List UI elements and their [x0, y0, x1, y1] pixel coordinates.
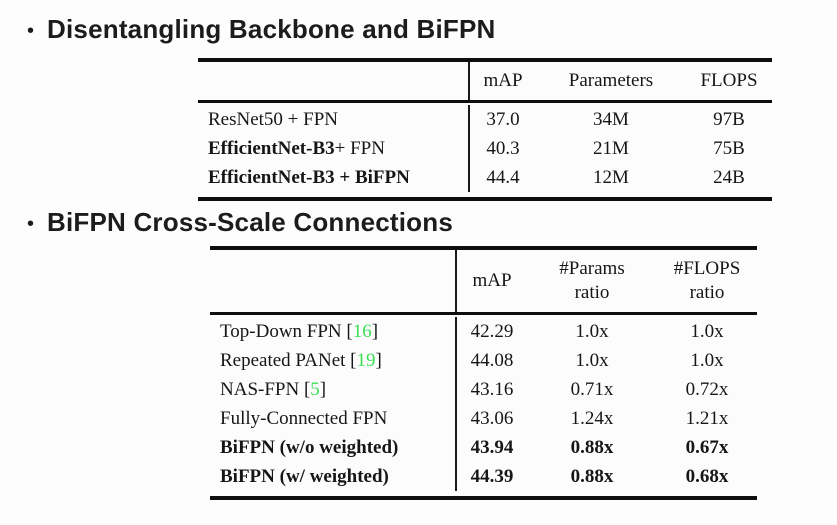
cell-params-ratio: 0.88x [570, 436, 614, 458]
cell-flops: 24B [713, 166, 745, 188]
cell-model-name: EfficientNet-B3 + FPN [198, 134, 468, 163]
backbone-table: mAP Parameters FLOPS ResNet50 + FPN 37.0… [198, 58, 772, 201]
cell-map: 43.06 [455, 404, 527, 433]
header-cell-map: mAP [455, 250, 527, 312]
header-flops-line2: ratio [689, 282, 725, 303]
cell-params-ratio: 1.24x [570, 407, 614, 429]
cell-flops-ratio: 1.0x [690, 349, 724, 371]
cell-map: 44.39 [455, 462, 527, 491]
cell-flops-ratio: 1.0x [690, 320, 724, 342]
citation-bracket: ] [319, 378, 327, 400]
method-name-text: Repeated PANet [ [220, 349, 357, 371]
section-title-backbone: Disentangling Backbone and BiFPN [47, 14, 496, 44]
cell-map: 40.3 [468, 134, 536, 163]
model-name-regular: + FPN [334, 137, 385, 159]
citation-bracket: ] [375, 349, 382, 371]
header-cell-parameters: Parameters [568, 70, 654, 91]
cell-method-name: NAS-FPN [5] [210, 375, 455, 404]
method-name-text: Fully-Connected FPN [220, 407, 388, 429]
cell-map: 43.16 [455, 375, 527, 404]
cell-model-name: EfficientNet-B3 + BiFPN [198, 163, 468, 192]
header-cell-flops: FLOPS [700, 70, 758, 91]
citation-number: 16 [352, 320, 372, 342]
citation-number: 5 [310, 378, 320, 400]
cell-flops-ratio: 0.67x [685, 436, 729, 458]
table-row: Fully-Connected FPN 43.06 1.24x 1.21x [210, 404, 757, 433]
bullet-item-backbone: • Disentangling Backbone and BiFPN [27, 14, 495, 45]
table-row: BiFPN (w/o weighted) 43.94 0.88x 0.67x [210, 433, 757, 462]
header-cell-map: mAP [468, 62, 536, 100]
bullet-icon: • [27, 19, 35, 42]
cell-method-name: BiFPN (w/ weighted) [210, 462, 455, 491]
cell-params-ratio: 0.88x [570, 465, 614, 487]
section-title-connections: BiFPN Cross-Scale Connections [47, 207, 454, 237]
cell-flops-ratio: 0.72x [685, 378, 729, 400]
method-name-text: Top-Down FPN [ [220, 320, 353, 342]
cell-map: 43.94 [455, 433, 527, 462]
header-cell-empty [198, 62, 468, 100]
cell-map: 44.4 [468, 163, 536, 192]
connections-table-header-row: mAP #Params ratio #FLOPS ratio [210, 250, 757, 315]
header-cell-params-ratio: #Params ratio [527, 250, 657, 312]
table-row: NAS-FPN [5] 43.16 0.71x 0.72x [210, 375, 757, 404]
header-params-line1: #Params [559, 258, 625, 279]
backbone-table-header-row: mAP Parameters FLOPS [198, 62, 772, 103]
method-name-text: NAS-FPN [ [220, 378, 311, 400]
table-row: BiFPN (w/ weighted) 44.39 0.88x 0.68x [210, 462, 757, 491]
cell-params-ratio: 1.0x [575, 349, 609, 371]
table-row: EfficientNet-B3 + BiFPN 44.4 12M 24B [198, 163, 772, 192]
header-cell-empty [210, 250, 455, 312]
table-row: ResNet50 + FPN 37.0 34M 97B [198, 105, 772, 134]
bullet-icon: • [27, 212, 35, 235]
cell-params-ratio: 0.71x [570, 378, 614, 400]
connections-table: mAP #Params ratio #FLOPS ratio Top-Down FP… [210, 246, 757, 500]
citation-number: 19 [356, 349, 376, 371]
cell-model-name: ResNet50 + FPN [198, 105, 468, 134]
cell-map: 44.08 [455, 346, 527, 375]
cell-flops: 75B [713, 137, 745, 159]
connections-table-body: Top-Down FPN [16] 42.29 1.0x 1.0x Repeat… [210, 315, 757, 496]
cell-flops-ratio: 1.21x [685, 407, 729, 429]
cell-flops: 97B [713, 108, 745, 130]
cell-method-name: Repeated PANet [19] [210, 346, 455, 375]
cell-map: 42.29 [455, 317, 527, 346]
model-name-regular: ResNet50 + FPN [208, 108, 339, 130]
bullet-item-connections: • BiFPN Cross-Scale Connections [27, 207, 453, 238]
cell-parameters: 34M [593, 108, 629, 130]
table-row: EfficientNet-B3 + FPN 40.3 21M 75B [198, 134, 772, 163]
cell-method-name: Top-Down FPN [16] [210, 317, 455, 346]
cell-parameters: 21M [593, 137, 629, 159]
table-row: Top-Down FPN [16] 42.29 1.0x 1.0x [210, 317, 757, 346]
backbone-table-body: ResNet50 + FPN 37.0 34M 97B EfficientNet… [198, 103, 772, 197]
cell-params-ratio: 1.0x [575, 320, 609, 342]
cell-parameters: 12M [593, 166, 629, 188]
cell-method-name: Fully-Connected FPN [210, 404, 455, 433]
header-params-line2: ratio [574, 282, 610, 303]
model-name-bold: EfficientNet-B3 + BiFPN [208, 166, 410, 188]
method-name-text: BiFPN (w/o weighted) [220, 436, 399, 458]
method-name-text: BiFPN (w/ weighted) [220, 465, 389, 487]
citation-bracket: ] [371, 320, 379, 342]
header-cell-flops-ratio: #FLOPS ratio [657, 250, 757, 312]
table-row: Repeated PANet [19] 44.08 1.0x 1.0x [210, 346, 757, 375]
model-name-bold: EfficientNet-B3 [208, 137, 335, 159]
header-flops-line1: #FLOPS [673, 258, 741, 279]
cell-method-name: BiFPN (w/o weighted) [210, 433, 455, 462]
cell-flops-ratio: 0.68x [685, 465, 729, 487]
cell-map: 37.0 [468, 105, 536, 134]
